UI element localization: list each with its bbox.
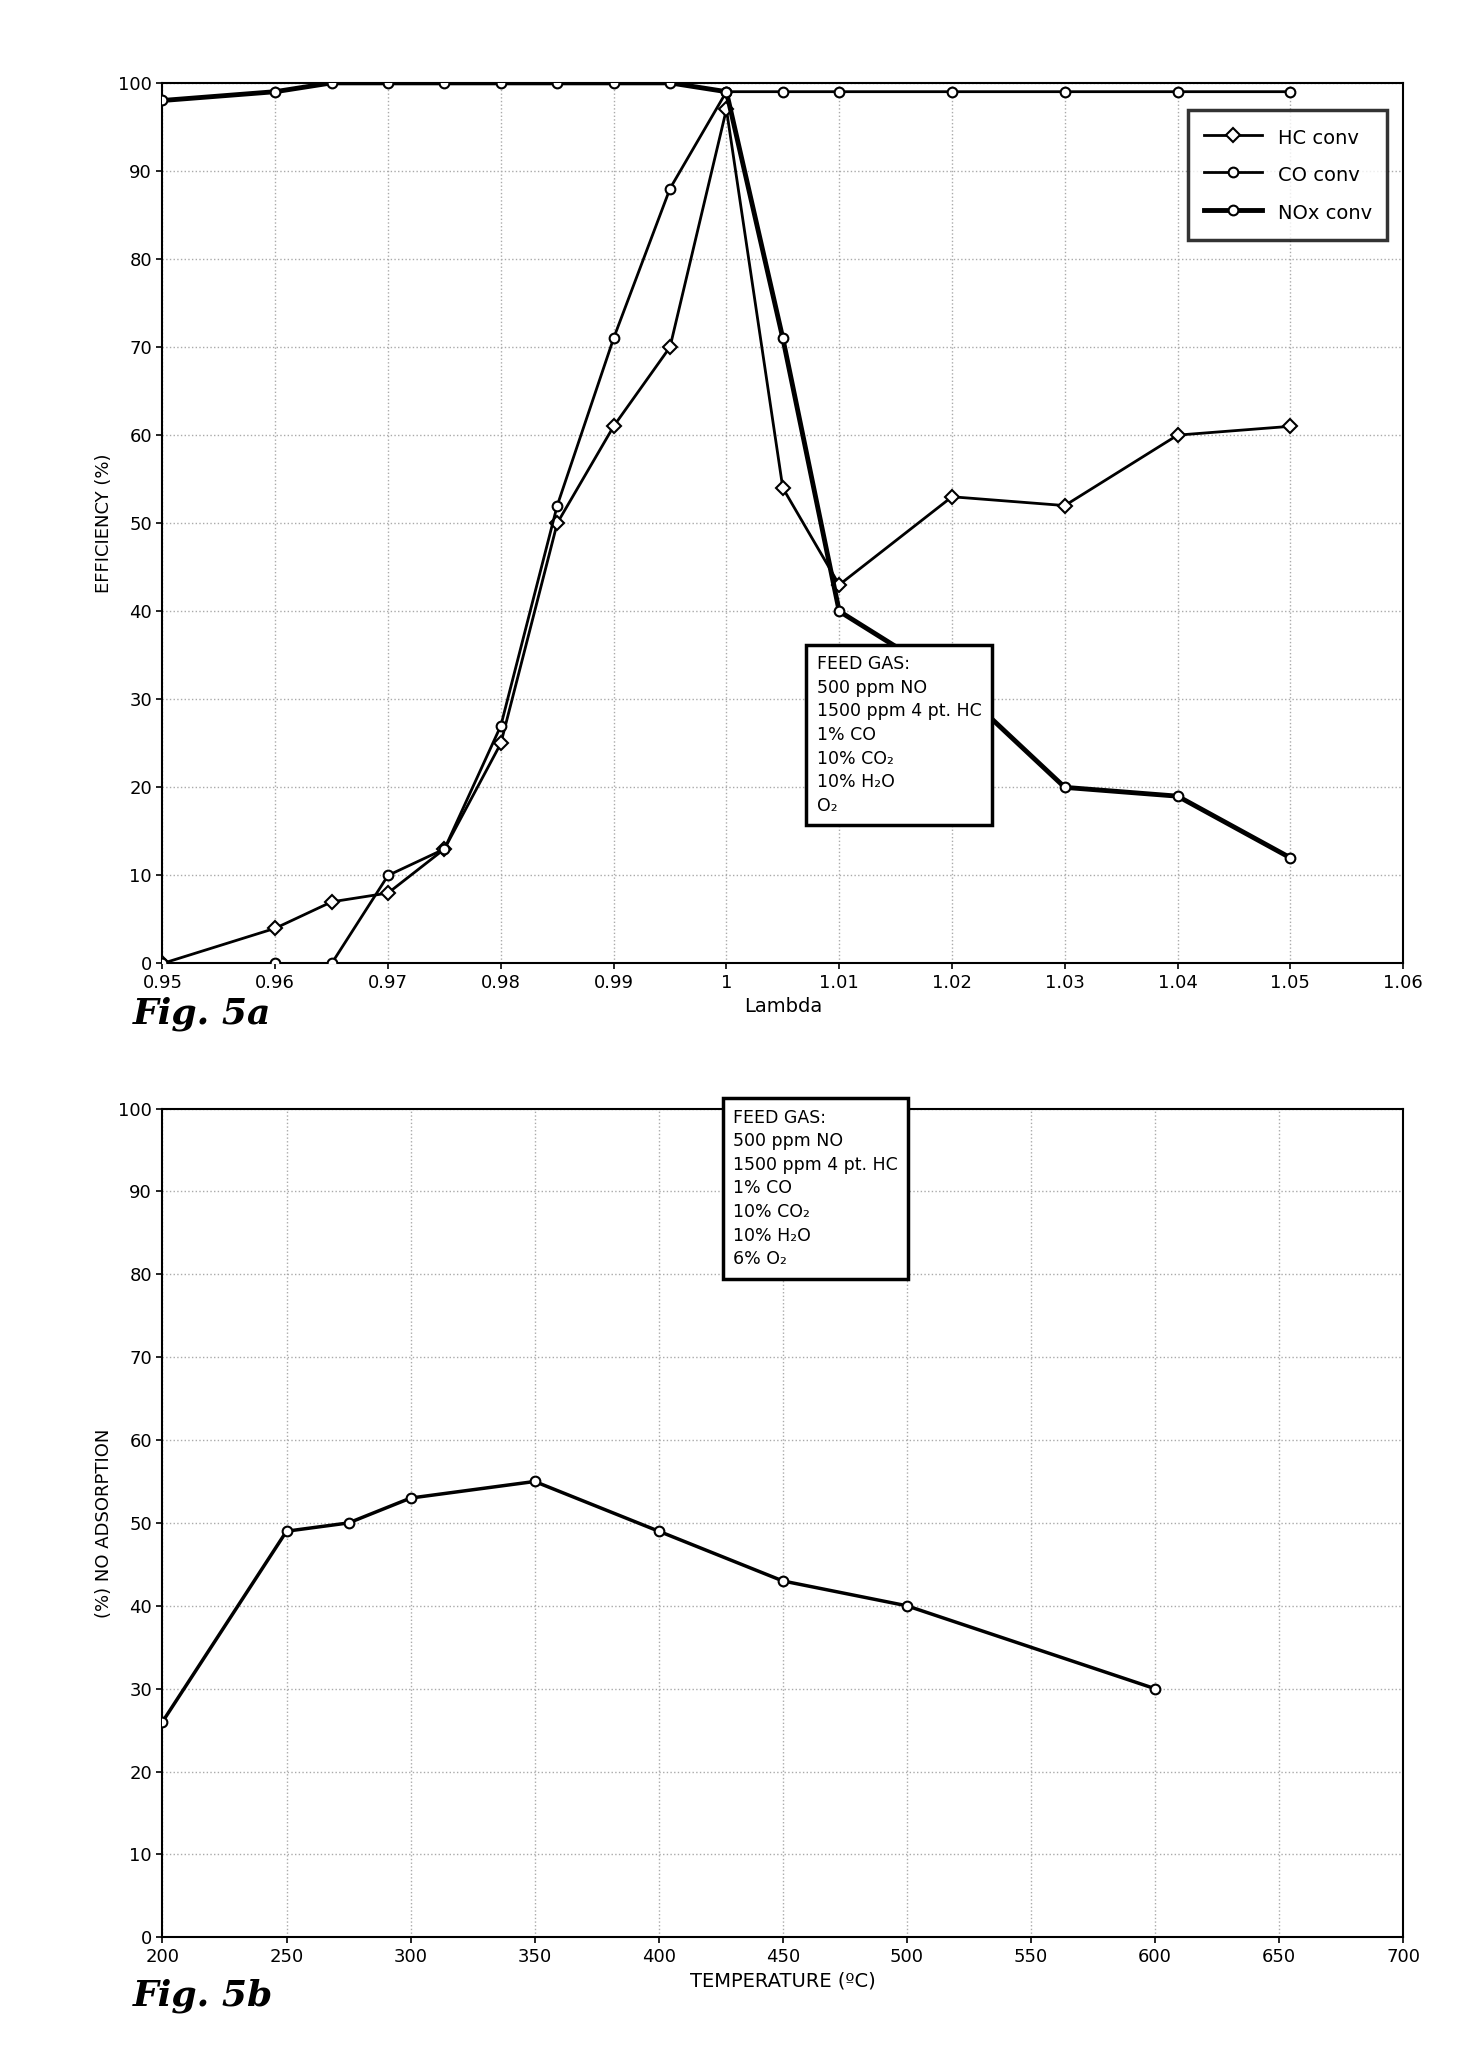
- NOx conv: [154, 89, 171, 114]
- CO conv: [323, 951, 341, 976]
- NOx conv: [718, 79, 736, 104]
- Line: CO conv: CO conv: [158, 87, 1295, 968]
- HC conv: [718, 97, 736, 122]
- HC conv: [266, 916, 284, 941]
- X-axis label: Lambda: Lambda: [744, 997, 821, 1017]
- CO conv: [380, 862, 397, 887]
- NOx conv: [1168, 783, 1186, 808]
- HC conv: [436, 837, 453, 862]
- X-axis label: TEMPERATURE (ºC): TEMPERATURE (ºC): [690, 1970, 876, 1991]
- CO conv: [436, 837, 453, 862]
- HC conv: [323, 889, 341, 914]
- CO conv: [1168, 79, 1186, 104]
- HC conv: [154, 951, 171, 976]
- Line: HC conv: HC conv: [158, 104, 1295, 968]
- NOx conv: [830, 599, 848, 624]
- HC conv: [492, 731, 510, 756]
- CO conv: [944, 79, 962, 104]
- NOx conv: [1056, 775, 1074, 800]
- NOx conv: [944, 669, 962, 694]
- HC conv: [830, 572, 848, 597]
- Y-axis label: EFFICIENCY (%): EFFICIENCY (%): [95, 454, 112, 593]
- NOx conv: [380, 70, 397, 95]
- CO conv: [604, 325, 622, 350]
- Text: FEED GAS:
500 ppm NO
1500 ppm 4 pt. HC
1% CO
10% CO₂
10% H₂O
O₂: FEED GAS: 500 ppm NO 1500 ppm 4 pt. HC 1…: [817, 655, 981, 814]
- CO conv: [548, 493, 566, 518]
- NOx conv: [323, 70, 341, 95]
- CO conv: [718, 79, 736, 104]
- CO conv: [662, 176, 679, 201]
- Text: FEED GAS:
500 ppm NO
1500 ppm 4 pt. HC
1% CO
10% CO₂
10% H₂O
6% O₂: FEED GAS: 500 ppm NO 1500 ppm 4 pt. HC 1…: [733, 1109, 898, 1268]
- Line: NOx conv: NOx conv: [158, 79, 1295, 862]
- CO conv: [492, 713, 510, 738]
- HC conv: [662, 334, 679, 361]
- CO conv: [154, 951, 171, 976]
- NOx conv: [266, 79, 284, 104]
- CO conv: [1056, 79, 1074, 104]
- NOx conv: [662, 70, 679, 95]
- NOx conv: [492, 70, 510, 95]
- HC conv: [774, 477, 792, 501]
- HC conv: [944, 485, 962, 510]
- CO conv: [830, 79, 848, 104]
- NOx conv: [436, 70, 453, 95]
- NOx conv: [774, 325, 792, 350]
- HC conv: [380, 881, 397, 905]
- CO conv: [1282, 79, 1300, 104]
- HC conv: [604, 414, 622, 439]
- HC conv: [548, 512, 566, 537]
- NOx conv: [548, 70, 566, 95]
- NOx conv: [1282, 845, 1300, 870]
- Y-axis label: (%) NO ADSORPTION: (%) NO ADSORPTION: [95, 1428, 112, 1618]
- NOx conv: [604, 70, 622, 95]
- CO conv: [266, 951, 284, 976]
- HC conv: [1282, 414, 1300, 439]
- Legend: HC conv, CO conv, NOx conv: HC conv, CO conv, NOx conv: [1188, 110, 1387, 240]
- CO conv: [774, 79, 792, 104]
- Text: Fig. 5b: Fig. 5b: [133, 1979, 273, 2014]
- HC conv: [1056, 493, 1074, 518]
- Text: Fig. 5a: Fig. 5a: [133, 997, 272, 1032]
- HC conv: [1168, 423, 1186, 448]
